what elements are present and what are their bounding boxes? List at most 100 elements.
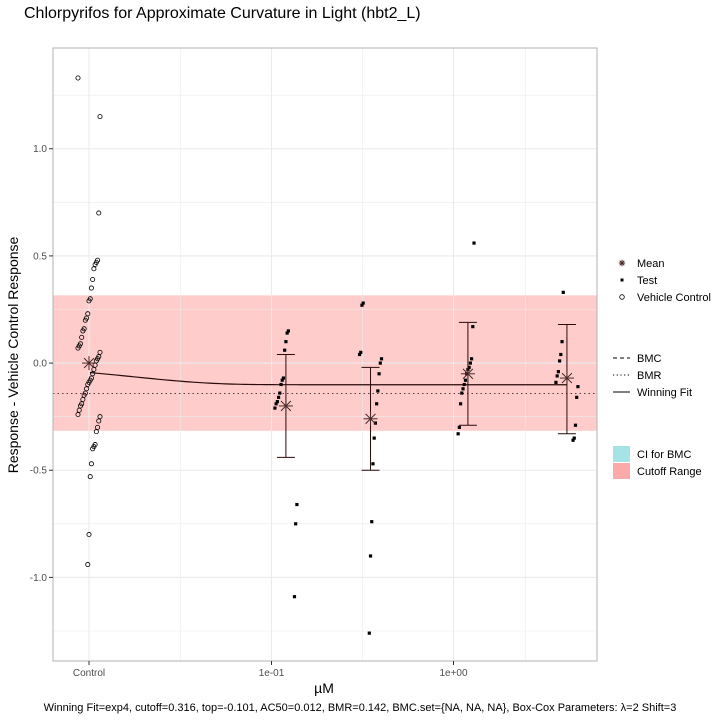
- vehicle-control-point: [84, 386, 90, 392]
- test-point: [458, 402, 463, 406]
- vehicle-control-point: [76, 407, 82, 413]
- legend-ci-for-bmc-key: [613, 446, 630, 462]
- plot-panel: 1.0 0.5 0.0 -0.5 -1.0 Control 1e-01 1e+00: [30, 47, 598, 679]
- vehicle-control-point: [96, 210, 102, 216]
- vehicle-control-point: [75, 75, 81, 81]
- chart-title: Chlorpyrifos for Approximate Curvature i…: [24, 5, 421, 22]
- test-point: [571, 438, 575, 442]
- mean-marker: [278, 398, 293, 413]
- test-point: [273, 406, 277, 410]
- test-point: [360, 303, 364, 307]
- test-point: [556, 370, 560, 374]
- test-point: [469, 357, 474, 361]
- mean-marker: [363, 411, 378, 426]
- vehicle-control-point: [85, 311, 91, 317]
- test-point: [456, 432, 460, 436]
- test-point: [359, 350, 363, 354]
- legend-label: Mean: [637, 258, 665, 270]
- vehicle-control-point: [80, 397, 86, 403]
- vehicle-control-point: [86, 532, 92, 538]
- x-tick-label: 1e-01: [259, 668, 285, 679]
- y-tick-label: 1.0: [33, 144, 47, 155]
- control-mean-marker: [82, 356, 96, 371]
- test-point: [462, 382, 466, 387]
- vehicle-control-point: [75, 412, 81, 418]
- vehicle-control-point: [93, 429, 99, 435]
- test-point: [279, 382, 283, 387]
- test-point: [285, 331, 289, 335]
- vehicle-control-point: [91, 266, 97, 272]
- test-point: [376, 389, 380, 393]
- vehicle-control-point: [97, 114, 103, 120]
- test-point: [377, 372, 381, 376]
- test-point: [278, 391, 282, 395]
- test-point: [275, 400, 279, 404]
- winning-fit-curve: [89, 371, 567, 386]
- mean-marker: [460, 366, 475, 381]
- test-point: [472, 241, 476, 245]
- test-point: [276, 395, 281, 399]
- test-point: [372, 436, 376, 440]
- y-tick-label: 0.0: [33, 359, 47, 370]
- test-point: [274, 402, 278, 406]
- vehicle-control-point: [90, 446, 96, 452]
- legend: Mean Test Vehicle Control BMC BMR Winning Fit…: [613, 258, 711, 479]
- vehicle-control-point: [80, 328, 86, 334]
- vehicle-control-point: [96, 418, 102, 424]
- test-point: [286, 329, 290, 333]
- vehicle-control-point: [97, 349, 103, 355]
- vehicle-control-point: [97, 414, 103, 420]
- test-point: [559, 352, 563, 357]
- test-point: [471, 325, 475, 329]
- vehicle-control-point: [88, 285, 94, 291]
- test-point: [295, 502, 299, 507]
- test-point: [375, 402, 379, 406]
- panel-border: [52, 47, 598, 662]
- test-point: [378, 361, 382, 365]
- legend-label: Test: [637, 275, 657, 287]
- vehicle-control-point: [90, 276, 96, 282]
- x-tick-label: 1e+00: [439, 668, 468, 679]
- y-tick-label: -1.0: [30, 573, 48, 584]
- legend-test-key: [620, 278, 624, 282]
- test-point: [370, 520, 374, 524]
- chart-caption: Winning Fit=exp4, cutoff=0.316, top=-0.1…: [44, 702, 677, 714]
- test-point: [554, 380, 558, 384]
- y-axis-title: Response - Vehicle Control Response: [5, 236, 21, 473]
- test-point: [576, 385, 580, 389]
- test-point: [379, 357, 384, 361]
- y-tick-label: 0.5: [33, 251, 47, 262]
- test-point: [283, 348, 287, 352]
- vehicle-control-point: [85, 382, 91, 388]
- test-point: [457, 425, 461, 429]
- test-point: [561, 290, 565, 294]
- test-point: [357, 352, 362, 357]
- test-point: [560, 340, 564, 344]
- test-point: [463, 378, 468, 382]
- test-point: [555, 374, 559, 378]
- test-point: [572, 436, 576, 440]
- legend-label: BMC: [637, 353, 662, 365]
- vehicle-control-point: [75, 345, 81, 351]
- vehicle-control-point: [87, 474, 93, 480]
- vehicle-control-point: [77, 403, 83, 409]
- vehicle-control-point: [82, 317, 88, 323]
- test-point: [575, 395, 579, 399]
- test-point: [284, 340, 288, 344]
- test-point: [371, 462, 375, 466]
- legend-label: Winning Fit: [637, 387, 692, 399]
- test-point: [461, 387, 465, 391]
- legend-label: BMR: [637, 370, 662, 382]
- test-point: [361, 301, 365, 305]
- test-point: [294, 522, 298, 526]
- legend-label: Vehicle Control: [637, 292, 711, 304]
- test-point: [468, 361, 472, 365]
- test-point: [368, 554, 373, 558]
- test-point: [557, 359, 562, 363]
- test-point: [292, 595, 297, 599]
- vehicle-control-point: [93, 358, 99, 364]
- vehicle-control-point: [92, 261, 98, 267]
- legend-vehicle-control-key: [619, 294, 625, 300]
- legend-label: Cutoff Range: [637, 466, 702, 478]
